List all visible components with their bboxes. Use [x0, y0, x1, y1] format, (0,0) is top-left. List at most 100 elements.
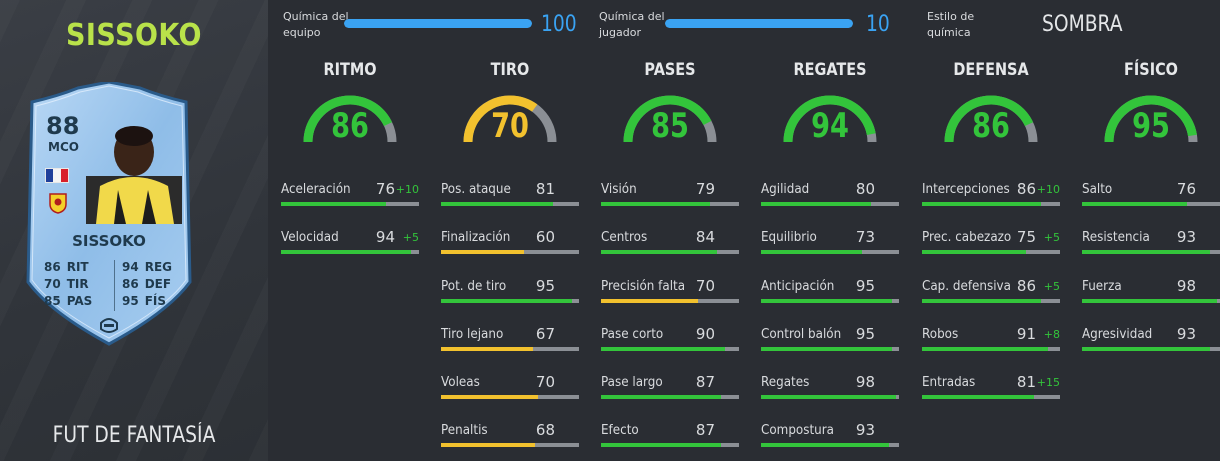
- category-title: TIRO: [490, 60, 530, 80]
- player-card[interactable]: 88 MCO SISSOKO 86 RIT 94 REG 70 TIR: [18, 82, 200, 346]
- stat-bar-fill: [761, 298, 893, 303]
- stat-bar: [281, 202, 419, 206]
- stat-bar-fill: [441, 202, 553, 206]
- stat-name: Pos. ataque: [441, 182, 511, 197]
- stat-bar-fill: [761, 395, 897, 400]
- stat-name: Pase corto: [601, 326, 664, 342]
- stat-bar: [441, 346, 579, 351]
- stat-bar-fill: [761, 443, 890, 448]
- stat-name: Penaltis: [441, 423, 488, 439]
- stat-list: Aceleración 76 +10 Velocidad 94 +5: [281, 172, 419, 269]
- stat-bar: [441, 250, 579, 255]
- stat-row: Aceleración 76 +10: [281, 172, 419, 220]
- card-stat-value: 86: [44, 260, 61, 274]
- stat-bar: [601, 443, 739, 448]
- stat-name: Aceleración: [281, 182, 351, 197]
- stat-row: Anticipación 95: [761, 269, 899, 317]
- stat-column-0: RITMO 86 Aceleración 76 +10 Velocidad 94 +5: [281, 60, 419, 269]
- stat-name: Visión: [601, 182, 637, 197]
- stat-bar-fill: [1082, 346, 1211, 351]
- player-chemistry-value: 10: [866, 12, 890, 37]
- stat-bar: [922, 202, 1060, 206]
- stat-value: 76: [1176, 180, 1196, 198]
- stat-name: Robos: [922, 326, 959, 342]
- stat-row: Efecto 87: [601, 413, 739, 461]
- stat-bar-fill: [441, 443, 535, 448]
- stat-name: Entradas: [922, 375, 976, 391]
- stat-bar: [1082, 202, 1220, 206]
- stat-name: Pot. de tiro: [441, 278, 507, 294]
- stat-bar-fill: [281, 250, 411, 255]
- card-player-name: SISSOKO: [72, 232, 146, 250]
- stat-column-3: REGATES 94 Agilidad 80 Equilibrio 73 Anticipac…: [761, 60, 899, 461]
- category-gauge: 85: [620, 92, 720, 148]
- stat-row: Regates 98: [761, 365, 899, 413]
- card-stat-value: 94: [122, 260, 139, 274]
- stat-value: 60: [535, 228, 555, 247]
- stat-bar-fill: [1082, 250, 1211, 255]
- stat-bar-fill: [601, 395, 722, 400]
- stat-name: Prec. cabezazo: [922, 230, 1012, 246]
- stat-value: 84: [695, 228, 715, 247]
- stat-value: 81: [1016, 373, 1036, 392]
- stat-row: Voleas 70: [441, 365, 579, 413]
- stat-name: Velocidad: [281, 230, 339, 246]
- stat-row: Control balón 95: [761, 317, 899, 365]
- gauge-fill: [623, 95, 712, 143]
- category-title: FÍSICO: [1124, 60, 1178, 80]
- stat-row: Resistencia 93: [1082, 220, 1220, 268]
- stat-bar: [922, 346, 1060, 351]
- stat-bonus: +5: [402, 231, 419, 245]
- stat-row: Intercepciones 86 +10: [922, 172, 1060, 220]
- stat-row: Tiro lejano 67: [441, 317, 579, 365]
- stat-name: Efecto: [601, 423, 639, 439]
- stat-bar: [601, 202, 739, 206]
- stat-name: Agresividad: [1082, 326, 1153, 342]
- stat-bar: [761, 202, 899, 206]
- stat-row: Precisión falta 70: [601, 269, 739, 317]
- stat-bar-fill: [922, 202, 1041, 206]
- stat-bar-fill: [441, 346, 534, 351]
- stat-bar-fill: [441, 395, 538, 400]
- stat-value: 80: [855, 180, 875, 198]
- stat-bar: [1082, 250, 1220, 255]
- stat-value: 93: [1176, 324, 1196, 343]
- stat-value: 86: [1016, 276, 1036, 295]
- team-chemistry-fill: [344, 19, 532, 28]
- player-chemistry-label: Química del jugador: [599, 10, 665, 39]
- stat-row: Centros 84: [601, 220, 739, 268]
- france-flag-icon: [45, 168, 69, 183]
- stat-name: Equilibrio: [761, 230, 817, 246]
- stat-bar-fill: [922, 395, 1034, 400]
- stat-column-2: PASES 85 Visión 79 Centros 84 Precisión falta 7…: [601, 60, 739, 461]
- stat-bonus: +5: [1043, 279, 1060, 293]
- stat-value: 90: [695, 324, 715, 343]
- stat-bar-fill: [922, 250, 1026, 255]
- card-stat-row: 70 TIR 86 DEF: [44, 277, 184, 294]
- team-chemistry-bar: [344, 19, 532, 28]
- stat-bar: [281, 250, 419, 255]
- stat-value: 75: [1016, 228, 1036, 247]
- gauge-fill: [944, 95, 1034, 143]
- stat-row: Compostura 93: [761, 413, 899, 461]
- stat-bonus: +5: [1043, 231, 1060, 245]
- stat-value: 81: [535, 180, 555, 198]
- card-stat-label: DEF: [144, 277, 172, 291]
- stat-bar: [922, 395, 1060, 400]
- chemistry-style-icon: [100, 318, 118, 333]
- stat-bar: [441, 395, 579, 400]
- stat-bar: [761, 395, 899, 400]
- stat-value: 73: [855, 228, 875, 247]
- category-title: RITMO: [323, 60, 377, 80]
- stat-bar-fill: [922, 298, 1041, 303]
- stat-row: Pot. de tiro 95: [441, 269, 579, 317]
- stat-name: Precisión falta: [601, 278, 686, 294]
- card-rating: 88: [46, 112, 80, 140]
- stat-value: 86: [1016, 180, 1036, 198]
- stat-value: 70: [535, 373, 555, 392]
- card-stats: 86 RIT 94 REG 70 TIR 86 DEF 85 PAS 95 FÍS: [44, 260, 184, 311]
- category-value: 86: [331, 106, 369, 146]
- stat-row: Pos. ataque 81: [441, 172, 579, 220]
- stat-bar: [441, 202, 579, 206]
- stat-bar-fill: [601, 202, 711, 206]
